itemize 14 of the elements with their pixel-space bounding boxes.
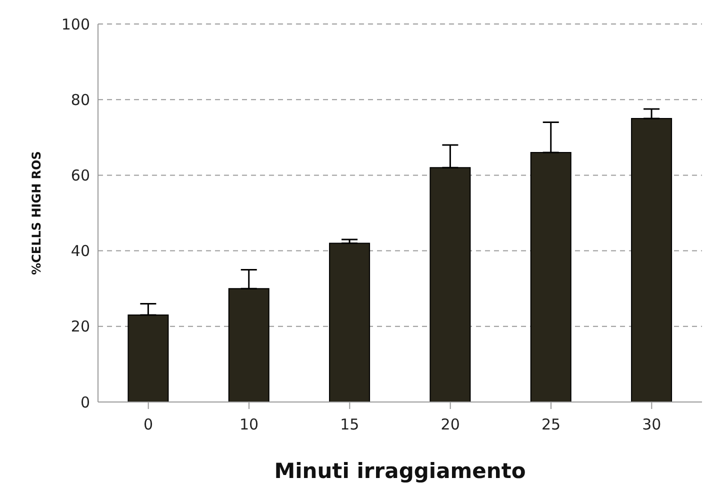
- x-axis-title: Minuti irraggiamento: [274, 459, 526, 483]
- y-tick-label: 40: [70, 242, 90, 260]
- x-tick-label: 25: [541, 416, 561, 434]
- y-tick-label: 20: [70, 318, 90, 336]
- x-tick-label: 0: [144, 416, 154, 434]
- y-tick-label: 80: [70, 90, 90, 109]
- y-tick-label: 60: [70, 166, 90, 185]
- x-tick-label: 20: [440, 416, 460, 434]
- x-tick-label: 15: [340, 416, 360, 434]
- y-axis-title: %CELLS HIGH ROS: [29, 151, 44, 275]
- y-tick-label: 0: [80, 393, 90, 412]
- y-tick-label: 100: [61, 15, 90, 34]
- x-tick-label: 10: [239, 416, 259, 434]
- x-tick-label: 30: [642, 416, 662, 434]
